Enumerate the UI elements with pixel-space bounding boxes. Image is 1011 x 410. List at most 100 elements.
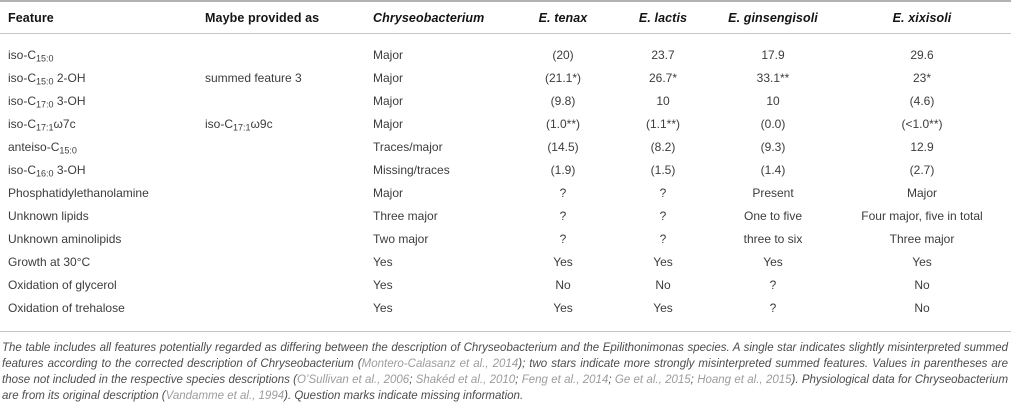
cell-e-ginsengisoli: ? xyxy=(769,277,777,292)
cell-feature: anteiso-C15:0 xyxy=(8,139,77,155)
cell-e-xixisoli: 29.6 xyxy=(910,47,934,62)
cell-chryseobacterium: Three major xyxy=(373,208,438,223)
table-row: iso-C16:0 3-OH Missing/traces (1.9) (1.5) (1… xyxy=(0,158,1011,181)
citation-link[interactable]: Montero-Calasanz et al., 2014 xyxy=(361,358,519,370)
cell-chryseobacterium: Yes xyxy=(373,300,393,315)
cell-chryseobacterium: Major xyxy=(373,47,404,62)
cell-e-ginsengisoli: One to five xyxy=(743,208,803,223)
cell-e-lactis: Yes xyxy=(653,254,673,269)
cell-maybe-provided-as xyxy=(205,89,373,112)
cell-feature: Unknown aminolipids xyxy=(8,231,122,246)
cell-feature: iso-C17:1ω7c xyxy=(8,116,76,132)
cell-e-lactis: 26.7* xyxy=(648,70,678,85)
table-row: Growth at 30°C Yes Yes Yes Yes Yes xyxy=(0,250,1011,273)
cell-feature: Oxidation of glycerol xyxy=(8,277,117,292)
cell-feature: Oxidation of trehalose xyxy=(8,300,125,315)
cell-e-xixisoli: 23* xyxy=(912,70,932,85)
cell-e-lactis: 23.7 xyxy=(651,47,675,62)
citation-link[interactable]: Feng et al., 2014 xyxy=(521,374,609,386)
cell-feature: iso-C15:0 xyxy=(8,47,54,63)
citation-link[interactable]: Shakéd et al., 2010 xyxy=(415,374,516,386)
cell-maybe-provided-as xyxy=(205,204,373,227)
cell-e-lactis: (8.2) xyxy=(650,139,676,154)
cell-e-lactis: (1.5) xyxy=(650,162,676,177)
table-row: anteiso-C15:0 Traces/major (14.5) (8.2) (9.3… xyxy=(0,135,1011,158)
cell-maybe-provided-as xyxy=(205,181,373,204)
cell-e-lactis: 10 xyxy=(656,93,670,108)
cell-e-lactis: ? xyxy=(659,185,667,200)
cell-e-lactis: Yes xyxy=(653,300,673,315)
cell-e-lactis: (1.1**) xyxy=(645,116,680,131)
cell-e-ginsengisoli: 17.9 xyxy=(761,47,785,62)
cell-e-xixisoli: Yes xyxy=(912,254,932,269)
citation-link[interactable]: Ge et al., 2015 xyxy=(614,374,691,386)
cell-e-ginsengisoli: three to six xyxy=(743,231,803,246)
cell-e-xixisoli: Three major xyxy=(889,231,955,246)
table-row: iso-C15:0 2-OH summed feature 3 Major (21.1… xyxy=(0,66,1011,89)
cell-chryseobacterium: Major xyxy=(373,185,404,200)
footnote-text: ; xyxy=(690,374,698,386)
table-row: Unknown aminolipids Two major?? three to s… xyxy=(0,227,1011,250)
footnote-text: ). Physiological data for Chryseobacteri… xyxy=(2,374,1009,402)
cell-e-xixisoli: (4.6) xyxy=(909,93,935,108)
citation-link[interactable]: Vandamme et al., 1994 xyxy=(165,390,285,402)
cell-e-ginsengisoli: 33.1** xyxy=(756,70,790,85)
cell-e-tenax: Yes xyxy=(553,300,573,315)
cell-feature: iso-C15:0 2-OH xyxy=(8,70,86,86)
table-header: Feature Maybe provided as Chryseobacteri… xyxy=(0,1,1011,34)
table-row: iso-C17:1ω7c iso-C17:1ω9c Major (1.0**) (1.1… xyxy=(0,112,1011,135)
table-row: Unknown lipids Three major?? One to five Fo… xyxy=(0,204,1011,227)
table-row: Phosphatidylethanolamine Major?? Present Ma… xyxy=(0,181,1011,204)
cell-e-tenax: (1.0**) xyxy=(545,116,580,131)
citation-link[interactable]: Hoang et al., 2015 xyxy=(697,374,792,386)
cell-e-tenax: (20) xyxy=(552,47,574,62)
cell-e-tenax: ? xyxy=(559,208,567,223)
citation-link[interactable]: O’Sullivan et al., 2006 xyxy=(296,374,410,386)
cell-maybe-provided-as: summed feature 3 xyxy=(205,70,302,85)
column-header-e-ginsengisoli: E. ginsengisoli xyxy=(713,1,833,34)
table-bottom-rule xyxy=(0,331,1011,332)
cell-e-tenax: Yes xyxy=(553,254,573,269)
cell-e-xixisoli: Four major, five in total xyxy=(861,208,983,223)
cell-e-ginsengisoli: (9.3) xyxy=(760,139,786,154)
footnote-text: ); two stars indicate more strongly misi… xyxy=(2,358,1008,386)
table-row: Oxidation of glycerol Yes No No? No xyxy=(0,273,1011,296)
cell-chryseobacterium: Major xyxy=(373,93,404,108)
cell-e-tenax: (9.8) xyxy=(550,93,576,108)
cell-e-tenax: (21.1*) xyxy=(544,70,582,85)
cell-chryseobacterium: Two major xyxy=(373,231,429,246)
cell-feature: iso-C17:0 3-OH xyxy=(8,93,86,109)
cell-e-tenax: (14.5) xyxy=(547,139,579,154)
cell-e-lactis: No xyxy=(655,277,671,292)
cell-chryseobacterium: Traces/major xyxy=(373,139,443,154)
column-header-e-xixisoli: E. xixisoli xyxy=(833,1,1011,34)
cell-feature: Unknown lipids xyxy=(8,208,89,223)
cell-e-ginsengisoli: (1.4) xyxy=(760,162,786,177)
table-row: iso-C15:0 Major (20) 23.7 17.9 29.6 xyxy=(0,34,1011,67)
cell-e-xixisoli: No xyxy=(914,277,930,292)
cell-chryseobacterium: Yes xyxy=(373,254,393,269)
cell-maybe-provided-as: iso-C17:1ω9c xyxy=(205,116,273,132)
footnote-text: ; xyxy=(608,374,615,386)
cell-e-tenax: ? xyxy=(559,231,567,246)
cell-feature: Phosphatidylethanolamine xyxy=(8,185,149,200)
cell-maybe-provided-as xyxy=(205,250,373,273)
cell-e-tenax: No xyxy=(555,277,571,292)
cell-maybe-provided-as xyxy=(205,273,373,296)
cell-maybe-provided-as xyxy=(205,227,373,250)
cell-e-lactis: ? xyxy=(659,231,667,246)
column-header-e-tenax: E. tenax xyxy=(513,1,613,34)
cell-e-lactis: ? xyxy=(659,208,667,223)
cell-e-ginsengisoli: 10 xyxy=(766,93,780,108)
cell-feature: iso-C16:0 3-OH xyxy=(8,162,86,178)
cell-e-xixisoli: No xyxy=(914,300,930,315)
cell-e-ginsengisoli: Present xyxy=(752,185,794,200)
table-body: iso-C15:0 Major (20) 23.7 17.9 29.6 iso-C15:0 … xyxy=(0,34,1011,320)
footnote-text: The table includes all features potentia… xyxy=(2,342,1008,370)
column-header-e-lactis: E. lactis xyxy=(613,1,713,34)
column-header-chryseobacterium: Chryseobacterium xyxy=(373,1,513,34)
cell-e-ginsengisoli: (0.0) xyxy=(760,116,786,131)
comparison-table: Feature Maybe provided as Chryseobacteri… xyxy=(0,0,1011,320)
cell-maybe-provided-as xyxy=(205,135,373,158)
